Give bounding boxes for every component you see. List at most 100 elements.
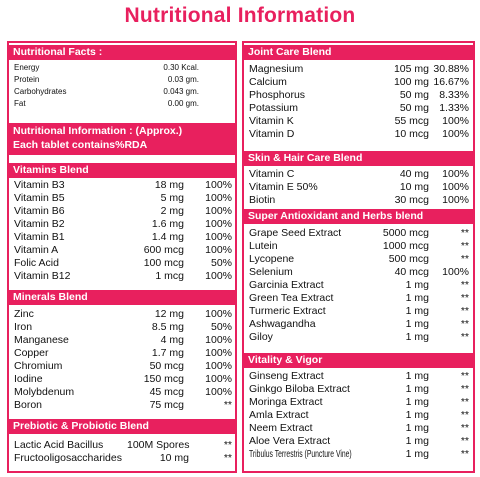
table-row: Lycopene 500 mcg ** xyxy=(244,253,473,266)
table-row: Tribulus Terrestris (Puncture Vine) 1 mg *… xyxy=(244,448,473,461)
row-rda: ** xyxy=(460,305,469,317)
row-amount: 1000 mcg xyxy=(382,240,429,252)
nutritional-facts-header: Nutritional Facts : xyxy=(9,45,235,60)
row-amount: 1 mg xyxy=(405,396,429,408)
table-row: Folic Acid 100 mcg 50% xyxy=(9,257,235,270)
row-rda: 100% xyxy=(442,181,469,193)
row-rda: 100% xyxy=(205,231,232,243)
row-amount: 1 mg xyxy=(405,370,429,382)
row-name: Biotin xyxy=(249,194,276,206)
row-amount: 4 mg xyxy=(160,334,184,346)
row-rda: 100% xyxy=(205,192,232,204)
row-name: Vitamin B5 xyxy=(14,192,65,204)
row-amount: 1 mg xyxy=(405,409,429,421)
row-name: Tribulus Terrestris (Puncture Vine) xyxy=(249,448,352,460)
table-row: Fructooligosaccharides 10 mg ** xyxy=(9,452,235,465)
table-row: Vitamin D 10 mcg 100% xyxy=(244,128,473,141)
row-rda: ** xyxy=(460,240,469,252)
row-name: Green Tea Extract xyxy=(249,292,334,304)
row-name: Neem Extract xyxy=(249,422,313,434)
antioxidant-header: Super Antioxidant and Herbs blend xyxy=(244,209,473,224)
table-row: Ginkgo Biloba Extract 1 mg ** xyxy=(244,383,473,396)
row-amount: 1 mg xyxy=(405,305,429,317)
row-name: Giloy xyxy=(249,331,273,343)
table-row: Ginseng Extract 1 mg ** xyxy=(244,370,473,383)
table-row: Giloy 1 mg ** xyxy=(244,331,473,344)
row-rda: 100% xyxy=(205,270,232,282)
row-amount: 105 mg xyxy=(393,63,429,75)
row-rda: 100% xyxy=(205,308,232,320)
antioxidant-rows: Grape Seed Extract 5000 mcg ** Lutein 1000 m… xyxy=(244,227,473,344)
row-amount: 10 mcg xyxy=(394,128,429,140)
table-row: Vitamin A 600 mcg 100% xyxy=(9,244,235,257)
row-amount: 50 mcg xyxy=(149,360,184,372)
row-amount: 40 mg xyxy=(399,168,429,180)
row-name: Potassium xyxy=(249,102,299,114)
nutritional-info-line2: Each tablet contains%RDA xyxy=(13,139,148,151)
table-row: Vitamin B1 1.4 mg 100% xyxy=(9,231,235,244)
row-name: Vitamin K xyxy=(249,115,294,127)
row-name: Protein xyxy=(14,75,40,84)
row-name: Carbohydrates xyxy=(14,87,67,96)
table-row: Protein 0.03 gm. xyxy=(9,74,235,86)
row-name: Calcium xyxy=(249,76,287,88)
vitality-rows: Ginseng Extract 1 mg ** Ginkgo Biloba Extra… xyxy=(244,370,473,461)
row-name: Vitamin A xyxy=(14,244,59,256)
table-row: Vitamin B2 1.6 mg 100% xyxy=(9,218,235,231)
row-rda: ** xyxy=(223,452,232,464)
row-amount: 50 mg xyxy=(399,89,429,101)
skin-hair-header: Skin & Hair Care Blend xyxy=(244,151,473,166)
row-rda: 30.88% xyxy=(433,63,469,75)
row-rda: 16.67% xyxy=(433,76,469,88)
row-rda: ** xyxy=(460,227,469,239)
table-row: Lactic Acid Bacillus 100M Spores ** xyxy=(9,439,235,452)
nutritional-info-header: Nutritional Information : (Approx.) Each… xyxy=(9,123,235,155)
table-row: Biotin 30 mcg 100% xyxy=(244,194,473,207)
row-rda: 8.33% xyxy=(439,89,469,101)
row-amount: 75 mcg xyxy=(149,399,184,411)
table-row: Zinc 12 mg 100% xyxy=(9,308,235,321)
table-row: Fat 0.00 gm. xyxy=(9,98,235,110)
row-rda: ** xyxy=(460,409,469,421)
row-rda: 100% xyxy=(205,218,232,230)
row-rda: ** xyxy=(460,370,469,382)
row-name: Vitamin C xyxy=(249,168,295,180)
row-name: Vitamin E 50% xyxy=(249,181,318,193)
joint-care-header: Joint Care Blend xyxy=(244,45,473,60)
row-rda: ** xyxy=(460,435,469,447)
row-amount: 30 mcg xyxy=(394,194,429,206)
row-name: Vitamin B6 xyxy=(14,205,65,217)
table-row: Grape Seed Extract 5000 mcg ** xyxy=(244,227,473,240)
row-amount: 10 mg xyxy=(399,181,429,193)
row-rda: ** xyxy=(460,292,469,304)
row-name: Phosphorus xyxy=(249,89,306,101)
row-name: Selenium xyxy=(249,266,293,278)
row-name: Manganese xyxy=(14,334,69,346)
row-name: Vitamin B3 xyxy=(14,179,65,191)
table-row: Chromium 50 mcg 100% xyxy=(9,360,235,373)
row-amount: 500 mcg xyxy=(388,253,429,265)
table-row: Calcium 100 mg 16.67% xyxy=(244,76,473,89)
row-amount: 1.7 mg xyxy=(151,347,184,359)
row-rda: ** xyxy=(460,318,469,330)
row-name: Vitamin B2 xyxy=(14,218,65,230)
row-amount: 40 mcg xyxy=(394,266,429,278)
table-row: Boron 75 mcg ** xyxy=(9,399,235,412)
table-row: Moringa Extract 1 mg ** xyxy=(244,396,473,409)
row-amount: 2 mg xyxy=(160,205,184,217)
row-amount: 5 mg xyxy=(160,192,184,204)
row-amount: 100M Spores xyxy=(127,439,190,451)
row-amount: 1 mg xyxy=(405,279,429,291)
row-amount: 1 mg xyxy=(405,318,429,330)
row-amount: 50 mg xyxy=(399,102,429,114)
row-rda: 100% xyxy=(205,334,232,346)
table-row: Carbohydrates 0.043 gm. xyxy=(9,86,235,98)
row-name: Magnesium xyxy=(249,63,304,75)
row-rda: ** xyxy=(223,439,232,451)
row-name: Moringa Extract xyxy=(249,396,323,408)
table-row: Iron 8.5 mg 50% xyxy=(9,321,235,334)
row-name: Iron xyxy=(14,321,33,333)
nutritional-facts-rows: Energy 0.30 Kcal. Protein 0.03 gm. Carbohydr… xyxy=(9,62,235,110)
table-row: Turmeric Extract 1 mg ** xyxy=(244,305,473,318)
row-amount: 0.00 gm. xyxy=(167,99,199,108)
